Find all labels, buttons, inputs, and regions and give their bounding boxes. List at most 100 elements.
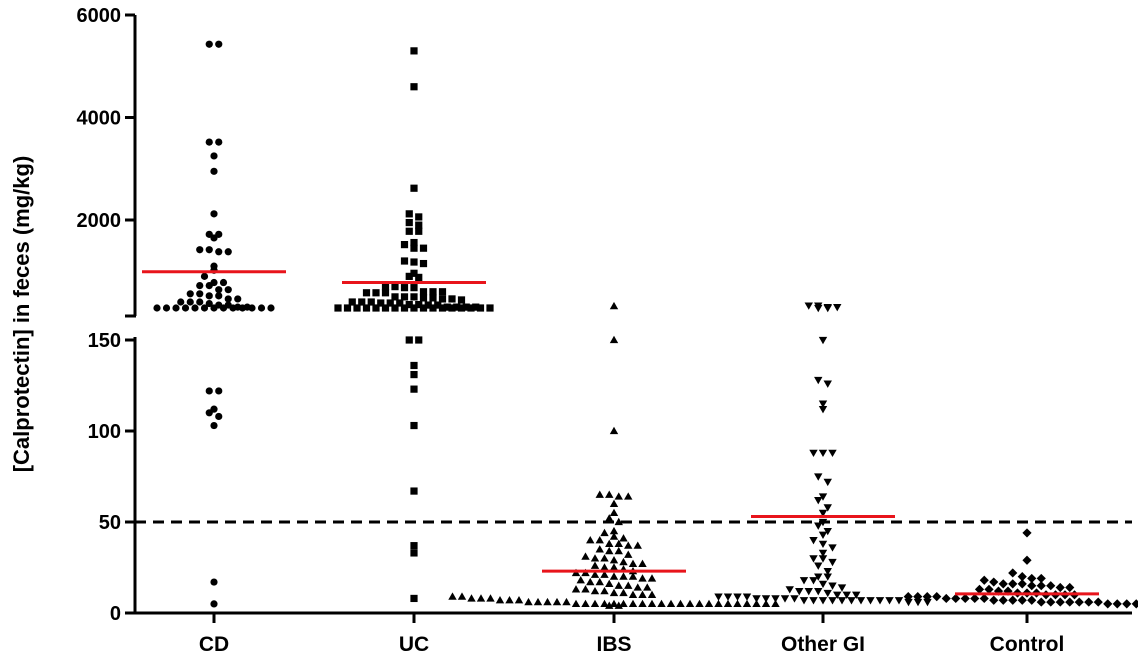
data-point	[614, 492, 623, 500]
data-point	[381, 289, 390, 297]
data-point	[818, 597, 828, 605]
data-point	[605, 514, 614, 522]
data-point	[676, 599, 685, 608]
data-point	[410, 542, 418, 550]
data-point	[181, 304, 190, 312]
data-point	[771, 599, 780, 608]
data-point	[177, 298, 185, 306]
data-point	[590, 554, 600, 562]
data-point	[837, 584, 847, 592]
data-point	[533, 597, 543, 606]
data-point	[581, 552, 590, 560]
data-point	[229, 304, 237, 312]
data-point	[922, 592, 932, 602]
data-point	[400, 257, 409, 265]
data-point	[410, 284, 418, 292]
data-point	[410, 361, 418, 370]
x-tick-label-control: Control	[990, 633, 1065, 656]
data-point	[1008, 595, 1018, 605]
data-point	[405, 210, 413, 218]
y-tick-label: 100	[88, 421, 121, 443]
data-point	[405, 227, 413, 235]
data-point	[362, 289, 371, 297]
data-point	[343, 304, 352, 312]
data-point	[448, 592, 457, 600]
data-point	[842, 591, 851, 599]
data-point	[1017, 572, 1027, 582]
data-point	[799, 577, 809, 585]
data-point	[353, 304, 361, 312]
median-lines	[142, 270, 1099, 596]
data-point	[600, 563, 609, 571]
data-point	[809, 555, 818, 563]
data-point	[571, 585, 581, 593]
data-point	[415, 273, 423, 281]
data-point	[238, 304, 247, 312]
data-point	[818, 549, 828, 558]
data-point	[833, 591, 842, 599]
data-point	[419, 288, 428, 296]
data-point	[367, 298, 375, 306]
data-point	[624, 541, 633, 549]
data-point	[619, 572, 628, 580]
data-point	[514, 596, 524, 604]
data-point	[405, 272, 413, 280]
data-point	[215, 248, 223, 256]
data-point	[614, 546, 623, 555]
data-point	[979, 575, 989, 585]
data-point	[633, 541, 642, 549]
data-point	[581, 599, 590, 608]
data-point	[970, 593, 980, 604]
data-point	[400, 284, 409, 292]
data-point	[941, 593, 951, 604]
data-point	[780, 595, 790, 603]
data-point	[619, 534, 628, 542]
data-point	[989, 595, 999, 605]
data-point	[1003, 586, 1013, 596]
data-point	[989, 577, 999, 587]
data-point	[733, 599, 742, 608]
data-point	[153, 304, 161, 312]
x-tick-label-other-gi: Other GI	[781, 633, 865, 656]
data-point	[600, 599, 609, 608]
data-point	[624, 550, 633, 558]
data-point	[619, 599, 628, 608]
data-point	[562, 597, 571, 606]
data-point	[210, 167, 218, 175]
data-point	[472, 303, 480, 311]
data-point	[733, 593, 742, 601]
data-point	[633, 583, 642, 591]
data-point	[429, 288, 437, 296]
y-tick-label: 6000	[77, 5, 122, 27]
data-point	[619, 557, 628, 566]
data-point	[609, 508, 619, 517]
data-point	[609, 532, 619, 540]
data-point	[1027, 595, 1037, 605]
data-point	[1022, 528, 1032, 538]
data-point	[638, 574, 647, 582]
data-point	[932, 592, 942, 602]
data-point	[186, 298, 194, 306]
data-point	[586, 577, 595, 586]
data-point	[410, 258, 418, 266]
data-point	[595, 490, 604, 498]
data-point	[814, 473, 823, 481]
data-point	[818, 531, 828, 539]
data-point	[804, 588, 813, 596]
data-point	[467, 304, 475, 312]
data-point	[695, 599, 704, 608]
data-point	[951, 593, 961, 604]
data-point	[438, 304, 447, 312]
data-point	[875, 597, 885, 605]
data-point	[210, 304, 218, 312]
data-point	[657, 599, 666, 608]
data-point	[818, 555, 828, 563]
data-point	[396, 299, 404, 307]
data-point	[647, 590, 657, 598]
data-point	[205, 40, 213, 48]
data-point	[234, 295, 242, 303]
data-point	[1065, 582, 1075, 593]
y-tick-label: 2000	[77, 210, 122, 232]
data-point	[410, 47, 418, 55]
data-point	[814, 497, 823, 505]
